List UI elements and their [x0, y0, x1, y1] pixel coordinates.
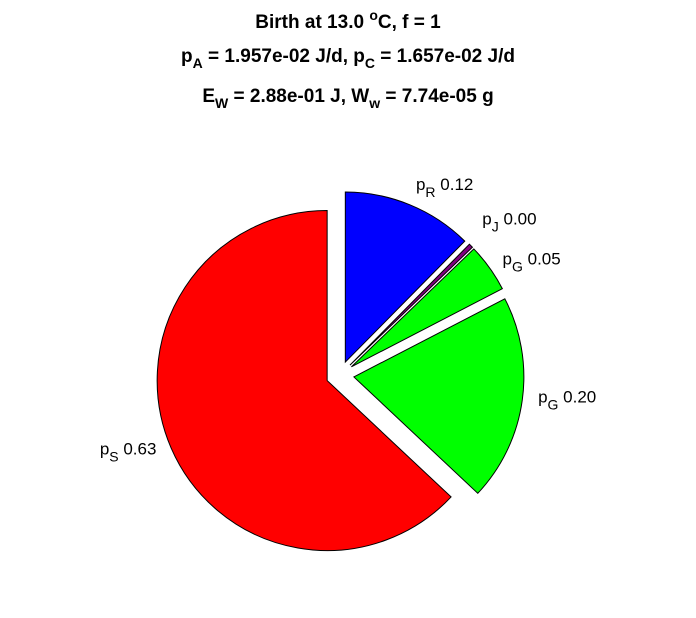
title-part: C	[364, 55, 375, 71]
pie-slice-pR-0	[344, 191, 466, 364]
title-part: w	[369, 95, 381, 111]
title-part: = 2.88e-01 J, W	[228, 86, 370, 107]
slice-label-pS-4: pS 0.63	[100, 439, 157, 464]
title-part: = 7.74e-05 g	[380, 86, 494, 107]
chart-title-line-3: EW = 2.88e-01 J, Ww = 7.74e-05 g	[0, 86, 696, 111]
title-part: p	[181, 46, 193, 67]
title-part: A	[192, 55, 203, 71]
pie-slice-pJ-1	[349, 243, 474, 366]
pie-slice-pG-3	[353, 298, 525, 495]
title-part: E	[202, 86, 216, 107]
title-part: C, f = 1	[377, 12, 441, 33]
slice-label-pG-3: pG 0.20	[538, 388, 596, 413]
slice-label-pJ-1: pJ 0.00	[482, 209, 536, 234]
title-part: o	[369, 7, 378, 23]
chart-title-line-2: pA = 1.957e-02 J/d, pC = 1.657e-02 J/d	[0, 46, 696, 71]
title-part: = 1.957e-02 J/d, p	[202, 46, 365, 67]
chart-title-line-1: Birth at 13.0 oC, f = 1	[0, 7, 696, 34]
title-part: W	[215, 95, 229, 111]
pie-slice-pS-4	[156, 210, 452, 552]
title-part: = 1.657e-02 J/d	[375, 46, 515, 67]
slice-label-pR-0: pR 0.12	[416, 175, 473, 200]
pie-slice-pG-2	[351, 248, 504, 368]
title-part: Birth at 13.0	[255, 12, 370, 33]
slice-label-pG-2: pG 0.05	[503, 249, 561, 274]
